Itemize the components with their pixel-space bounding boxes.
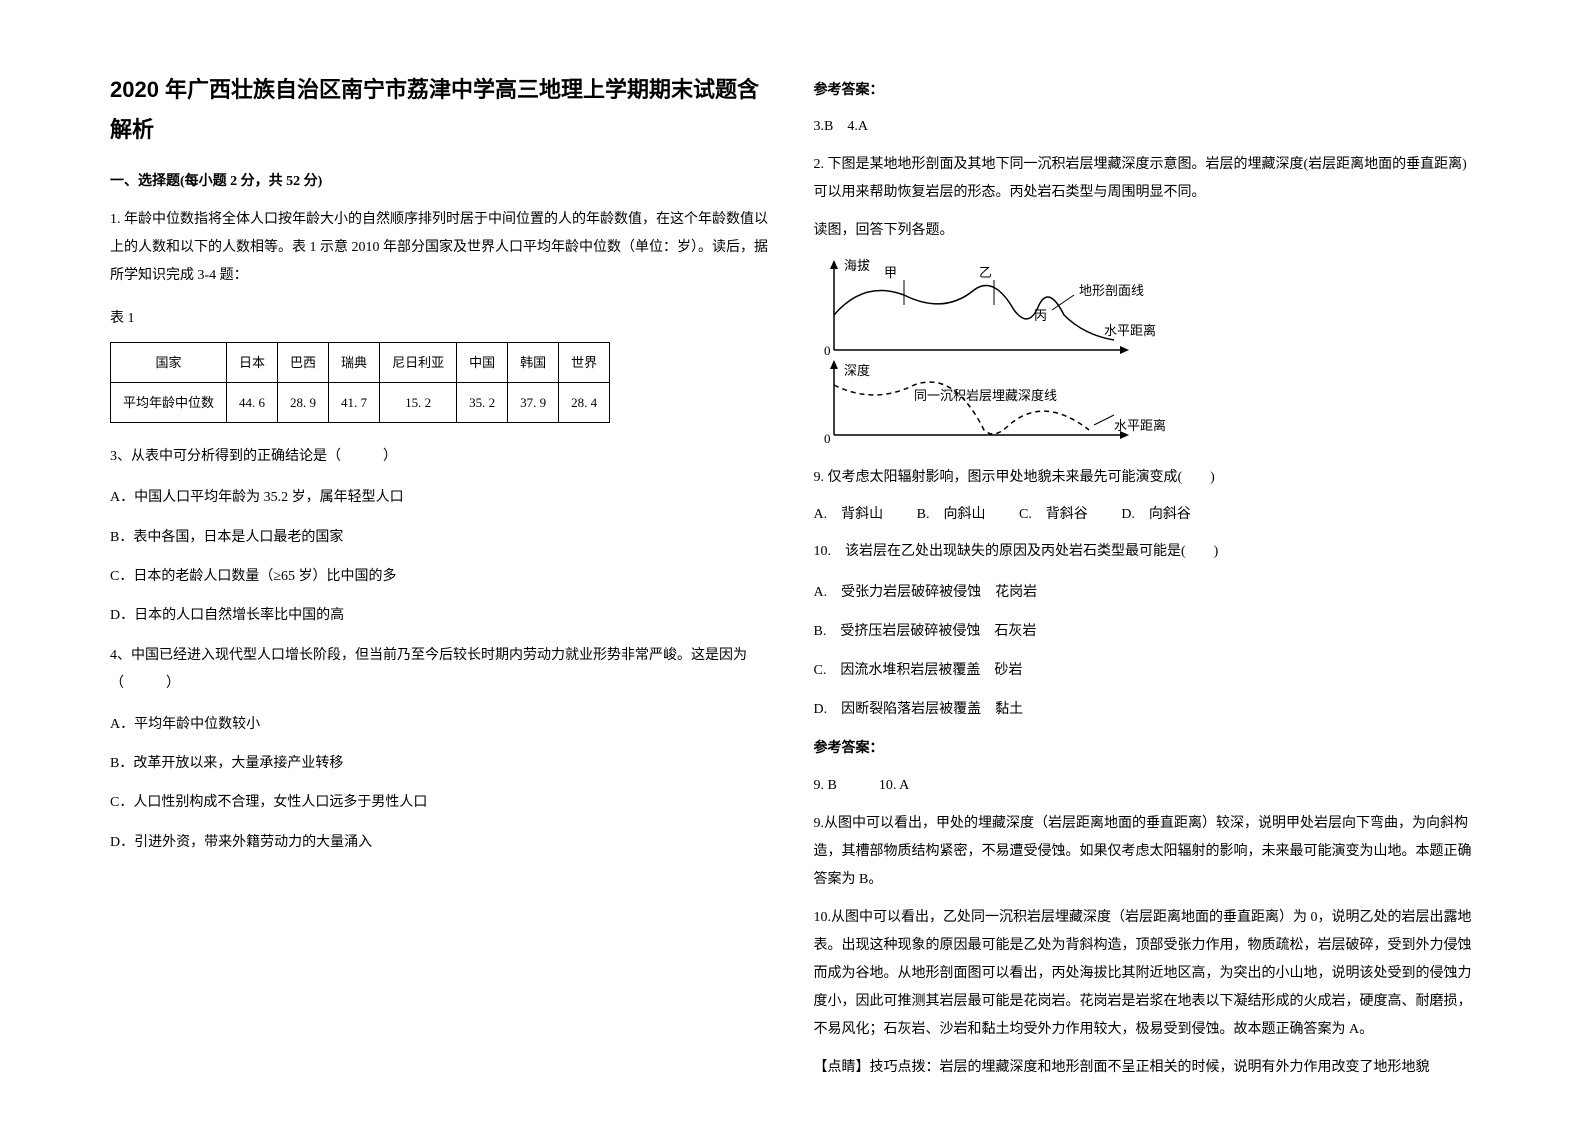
answer-34: 3.B 4.A xyxy=(814,113,1478,141)
table-cell: 日本 xyxy=(227,342,278,382)
q10-option-b: B. 受挤压岩层破碎被侵蚀 石灰岩 xyxy=(814,619,1478,644)
q1-intro: 1. 年龄中位数指将全体人口按年龄大小的自然顺序排列时居于中间位置的人的年龄数值… xyxy=(110,206,774,290)
point-note: 【点睛】技巧点拨：岩层的埋藏深度和地形剖面不呈正相关的时候，说明有外力作用改变了… xyxy=(814,1054,1478,1082)
answer-header-2: 参考答案： xyxy=(814,736,1478,761)
table-row: 平均年龄中位数 44. 6 28. 9 41. 7 15. 2 35. 2 37… xyxy=(111,382,610,422)
answer-910: 9. B 10. A xyxy=(814,772,1478,800)
q2-intro: 2. 下图是某地地形剖面及其地下同一沉积岩层埋藏深度示意图。岩层的埋藏深度(岩层… xyxy=(814,151,1478,207)
right-column: 参考答案： 3.B 4.A 2. 下图是某地地形剖面及其地下同一沉积岩层埋藏深度… xyxy=(794,70,1498,1052)
q4-option-b: B．改革开放以来，大量承接产业转移 xyxy=(110,751,774,776)
y-axis-label-2: 深度 xyxy=(844,363,870,378)
q10-option-a: A. 受张力岩层破碎被侵蚀 花岗岩 xyxy=(814,580,1478,605)
q2-read: 读图，回答下列各题。 xyxy=(814,217,1478,245)
table-cell: 国家 xyxy=(111,342,227,382)
label-jia: 甲 xyxy=(884,265,897,280)
q3-option-b: B．表中各国，日本是人口最老的国家 xyxy=(110,525,774,550)
data-table: 国家 日本 巴西 瑞典 尼日利亚 中国 韩国 世界 平均年龄中位数 44. 6 … xyxy=(110,342,610,424)
exam-title: 2020 年广西壮族自治区南宁市荔津中学高三地理上学期期末试题含解析 xyxy=(110,70,774,149)
label-horizontal-2: 水平距离 xyxy=(1114,418,1166,433)
table-cell: 世界 xyxy=(559,342,610,382)
q3-option-c: C．日本的老龄人口数量（≥65 岁）比中国的多 xyxy=(110,564,774,589)
q10-option-d: D. 因断裂陷落岩层被覆盖 黏土 xyxy=(814,697,1478,722)
table-cell: 35. 2 xyxy=(457,382,508,422)
q4-stem: 4、中国已经进入现代型人口增长阶段，但当前乃至今后较长时期内劳动力就业形势非常严… xyxy=(110,642,774,698)
q9-option-a: A. 背斜山 xyxy=(814,507,884,522)
table-cell: 平均年龄中位数 xyxy=(111,382,227,422)
zero-label: 0 xyxy=(824,343,831,358)
q4-option-a: A．平均年龄中位数较小 xyxy=(110,712,774,737)
label-profile: 地形剖面线 xyxy=(1079,283,1144,298)
diagram: 0 海拔 甲 乙 丙 地形剖面线 水平距离 0 深度 同一沉积岩层埋藏深度线 xyxy=(814,255,1478,454)
q9-stem: 9. 仅考虑太阳辐射影响，图示甲处地貌未来最先可能演变成( ) xyxy=(814,464,1478,492)
explain-9: 9.从图中可以看出，甲处的埋藏深度（岩层距离地面的垂直距离）较深，说明甲处岩层向… xyxy=(814,810,1478,894)
table-label: 表 1 xyxy=(110,306,774,331)
label-depth-line: 同一沉积岩层埋藏深度线 xyxy=(914,388,1057,403)
y-axis-label: 海拔 xyxy=(844,258,870,273)
explain-10: 10.从图中可以看出，乙处同一沉积岩层埋藏深度（岩层距离地面的垂直距离）为 0，… xyxy=(814,904,1478,1044)
table-row: 国家 日本 巴西 瑞典 尼日利亚 中国 韩国 世界 xyxy=(111,342,610,382)
q10-stem: 10. 该岩层在乙处出现缺失的原因及丙处岩石类型最可能是( ) xyxy=(814,538,1478,566)
q3-stem: 3、从表中可分析得到的正确结论是（ ） xyxy=(110,443,774,471)
table-cell: 尼日利亚 xyxy=(380,342,457,382)
table-cell: 韩国 xyxy=(508,342,559,382)
q9-options: A. 背斜山 B. 向斜山 C. 背斜谷 D. 向斜谷 xyxy=(814,502,1478,527)
q9-option-d: D. 向斜谷 xyxy=(1121,507,1191,522)
q9-option-b: B. 向斜山 xyxy=(917,507,986,522)
table-cell: 瑞典 xyxy=(329,342,380,382)
table-cell: 28. 9 xyxy=(278,382,329,422)
q4-option-c: C．人口性别构成不合理，女性人口远多于男性人口 xyxy=(110,790,774,815)
table-cell: 15. 2 xyxy=(380,382,457,422)
zero-label-2: 0 xyxy=(824,431,831,445)
diagram-svg: 0 海拔 甲 乙 丙 地形剖面线 水平距离 0 深度 同一沉积岩层埋藏深度线 xyxy=(814,255,1234,445)
table-cell: 巴西 xyxy=(278,342,329,382)
table-cell: 44. 6 xyxy=(227,382,278,422)
label-bing: 丙 xyxy=(1034,308,1047,323)
table-cell: 41. 7 xyxy=(329,382,380,422)
q3-option-d: D．日本的人口自然增长率比中国的高 xyxy=(110,603,774,628)
answer-header: 参考答案： xyxy=(814,78,1478,103)
table-cell: 28. 4 xyxy=(559,382,610,422)
table-cell: 37. 9 xyxy=(508,382,559,422)
section-header: 一、选择题(每小题 2 分，共 52 分) xyxy=(110,169,774,194)
q10-option-c: C. 因流水堆积岩层被覆盖 砂岩 xyxy=(814,658,1478,683)
table-cell: 中国 xyxy=(457,342,508,382)
q4-option-d: D．引进外资，带来外籍劳动力的大量涌入 xyxy=(110,830,774,855)
q9-option-c: C. 背斜谷 xyxy=(1019,507,1088,522)
q3-option-a: A．中国人口平均年龄为 35.2 岁，属年轻型人口 xyxy=(110,485,774,510)
left-column: 2020 年广西壮族自治区南宁市荔津中学高三地理上学期期末试题含解析 一、选择题… xyxy=(90,70,794,1052)
label-horizontal: 水平距离 xyxy=(1104,323,1156,338)
label-yi: 乙 xyxy=(979,265,992,280)
